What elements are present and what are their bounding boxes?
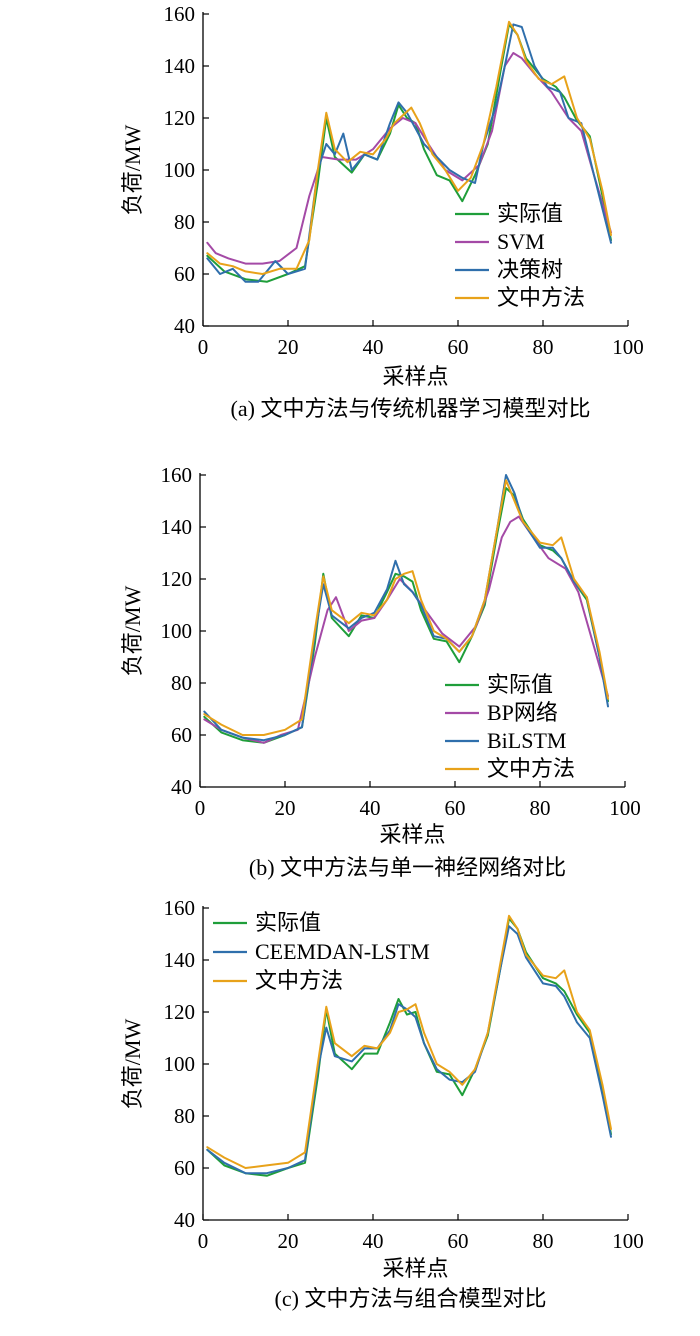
y-tick-label: 80 <box>171 671 192 695</box>
x-axis-title-b: 采样点 <box>379 822 445 847</box>
y-tick-label: 80 <box>174 210 195 234</box>
legend-label: 文中方法 <box>487 756 575 781</box>
x-tick-label: 0 <box>198 335 209 359</box>
x-tick-label: 0 <box>195 796 206 820</box>
y-tick-label: 40 <box>174 314 195 338</box>
legend-label: SVM <box>497 229 545 254</box>
y-tick-label: 120 <box>164 1000 196 1024</box>
y-tick-label: 60 <box>174 1156 195 1180</box>
y-tick-label: 160 <box>161 463 193 487</box>
y-tick-label: 160 <box>164 2 196 26</box>
y-tick-label: 140 <box>164 948 196 972</box>
y-tick-label: 160 <box>164 896 196 920</box>
x-tick-label: 100 <box>609 796 641 820</box>
y-axis-title-b: 负荷/MW <box>120 586 145 677</box>
caption-a: (a) 文中方法与传统机器学习模型对比 <box>231 396 591 421</box>
series-line-a-2 <box>206 23 612 283</box>
chart-panel-c: 40 60 80 100 120 140 160 0 20 40 60 80 100 负荷/MW 采样点 (c… <box>120 896 644 1311</box>
x-tick-label: 80 <box>530 796 551 820</box>
series-line-a-3 <box>206 20 612 275</box>
x-axis-title-a: 采样点 <box>382 364 448 389</box>
x-tick-label: 40 <box>363 335 384 359</box>
y-tick-label: 60 <box>171 723 192 747</box>
y-tick-label: 60 <box>174 262 195 286</box>
series-line-b-3 <box>203 479 609 736</box>
legend-label: 文中方法 <box>497 285 585 310</box>
y-tick-label: 120 <box>164 106 196 130</box>
y-tick-label: 40 <box>171 775 192 799</box>
x-tick-label: 80 <box>533 1229 554 1253</box>
y-tick-label: 40 <box>174 1208 195 1232</box>
y-axis-title-a: 负荷/MW <box>120 125 145 216</box>
y-axis-title-c: 负荷/MW <box>120 1019 145 1110</box>
y-tick-label: 100 <box>161 619 193 643</box>
x-tick-label: 100 <box>612 1229 644 1253</box>
legend-label: 文中方法 <box>255 968 343 993</box>
x-axis-title-c: 采样点 <box>382 1256 448 1281</box>
y-tick-label: 100 <box>164 1052 196 1076</box>
x-tick-label: 40 <box>363 1229 384 1253</box>
x-tick-label: 60 <box>448 335 469 359</box>
y-tick-label: 120 <box>161 567 193 591</box>
legend-label: CEEMDAN-LSTM <box>255 939 430 964</box>
x-tick-label: 20 <box>275 796 296 820</box>
series-line-a-0 <box>206 23 612 283</box>
legend-label: BiLSTM <box>487 728 566 753</box>
x-tick-label: 60 <box>448 1229 469 1253</box>
x-tick-label: 40 <box>360 796 381 820</box>
legend-label: 实际值 <box>487 672 553 697</box>
legend-label: 决策树 <box>497 257 563 282</box>
x-tick-label: 20 <box>278 1229 299 1253</box>
x-tick-label: 100 <box>612 335 644 359</box>
series-line-c-2 <box>206 914 612 1169</box>
x-tick-label: 80 <box>533 335 554 359</box>
caption-b: (b) 文中方法与单一神经网络对比 <box>249 855 566 880</box>
legend-label: 实际值 <box>497 201 563 226</box>
y-tick-label: 100 <box>164 158 196 182</box>
legend-label: BP网络 <box>487 700 558 725</box>
x-tick-label: 20 <box>278 335 299 359</box>
x-tick-label: 0 <box>198 1229 209 1253</box>
legend-label: 实际值 <box>255 910 321 935</box>
chart-panel-b: 40 60 80 100 120 140 160 0 20 40 60 80 100 负荷/MW 采样点 (b… <box>120 463 641 880</box>
y-tick-label: 80 <box>174 1104 195 1128</box>
caption-c: (c) 文中方法与组合模型对比 <box>275 1286 547 1311</box>
x-tick-label: 60 <box>445 796 466 820</box>
chart-panel-a: 40 60 80 100 120 140 160 0 20 40 60 80 100 负荷/MW 采样点 (a… <box>120 2 644 421</box>
y-tick-label: 140 <box>164 54 196 78</box>
y-tick-label: 140 <box>161 515 193 539</box>
